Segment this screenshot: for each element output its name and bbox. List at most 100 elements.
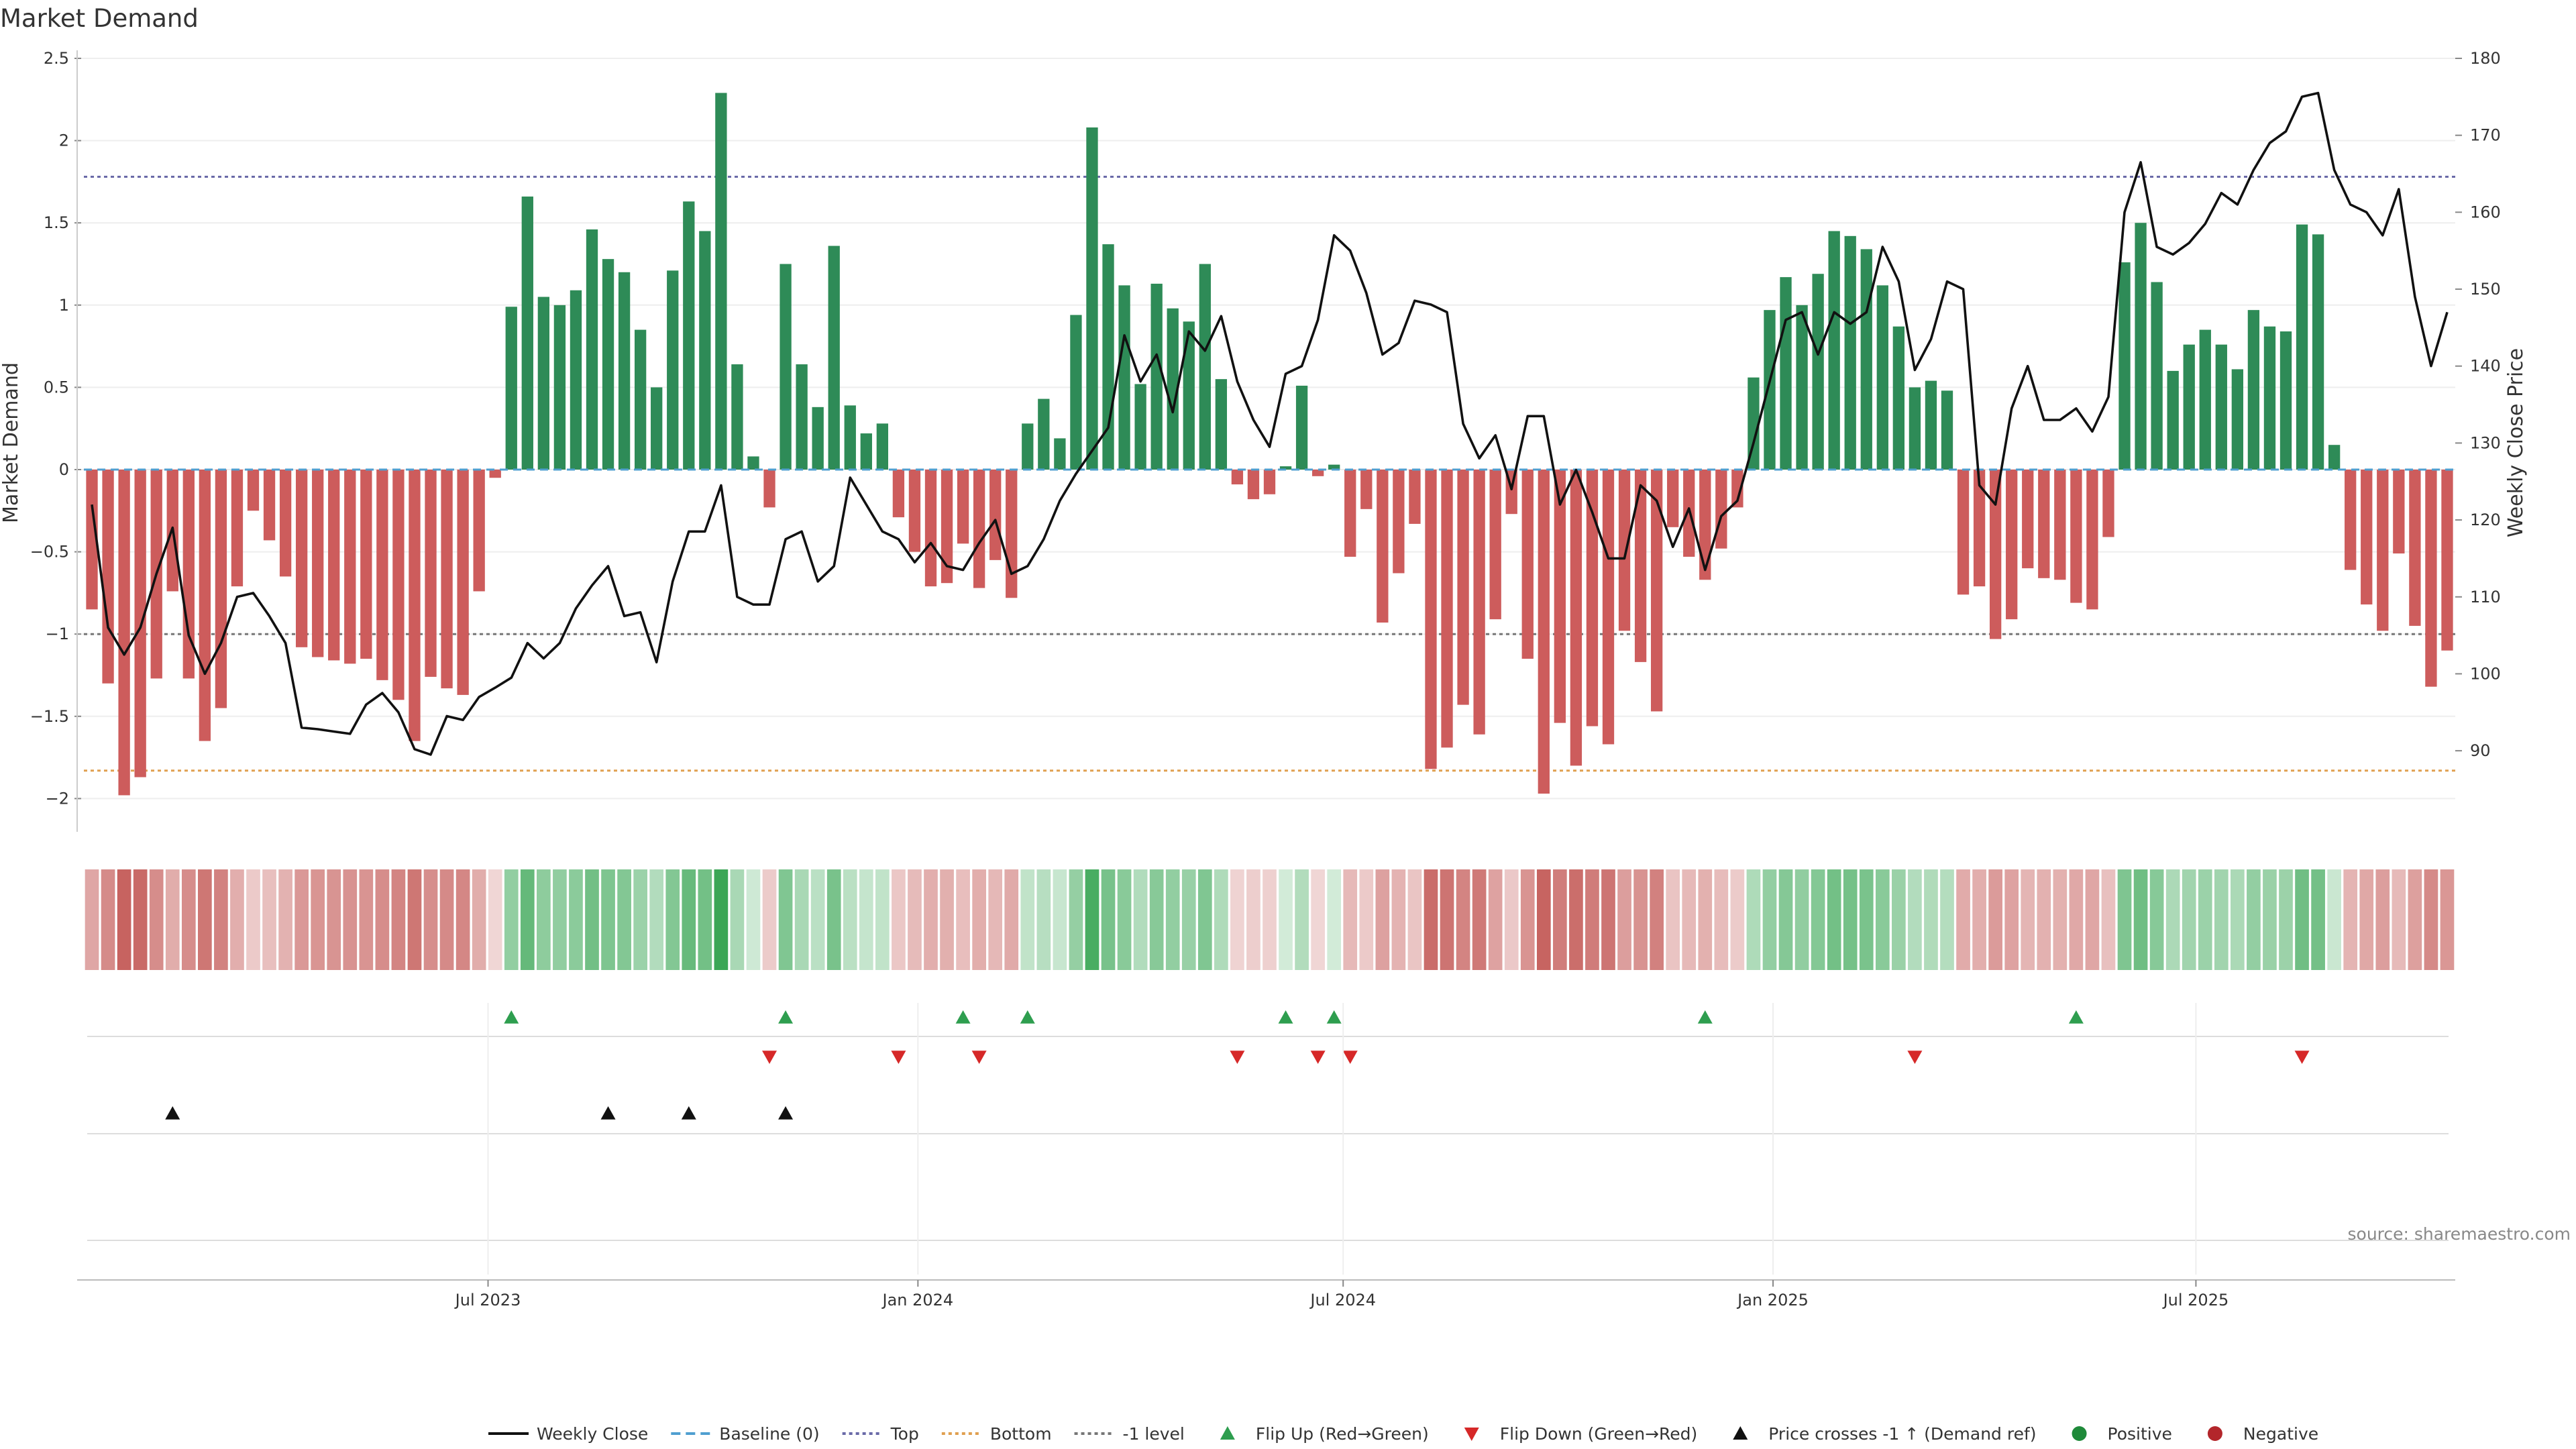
- heat-cell: [714, 869, 729, 970]
- legend-item: Positive: [2072, 1424, 2172, 1444]
- heat-cell: [1601, 869, 1615, 970]
- demand-bar: [2231, 369, 2244, 470]
- demand-bar: [360, 470, 372, 659]
- demand-bar: [1715, 470, 1727, 549]
- heat-cell: [569, 869, 583, 970]
- heat-cell: [1536, 869, 1551, 970]
- heat-cell: [472, 869, 486, 970]
- demand-bar: [924, 470, 937, 587]
- demand-bar: [570, 290, 582, 470]
- y-axis-right: 180 170 160 150 140 130 120 110 100 90: [2455, 49, 2501, 760]
- demand-bar: [2183, 344, 2195, 470]
- flip-up-marker: [504, 1010, 519, 1024]
- demand-bar: [521, 196, 533, 470]
- heat-cell: [1246, 869, 1260, 970]
- heat-cell: [149, 869, 164, 970]
- demand-bar: [553, 305, 566, 470]
- demand-bar: [1167, 308, 1179, 470]
- legend-swatch: [1220, 1426, 1235, 1440]
- heat-cell: [246, 869, 260, 970]
- heat-cell: [1940, 869, 1954, 970]
- legend-item: Weekly Close: [488, 1424, 648, 1444]
- flip-up-marker: [1020, 1010, 1035, 1024]
- demand-bar: [182, 470, 195, 679]
- demand-bar: [537, 297, 550, 470]
- flip-up-marker: [1278, 1010, 1293, 1024]
- y-tick-label: 0: [59, 460, 69, 479]
- y2-tick-label: 170: [2470, 126, 2501, 145]
- demand-bar: [1538, 470, 1550, 794]
- x-tick-label: Jan 2024: [881, 1291, 953, 1309]
- heat-cell: [649, 869, 664, 970]
- demand-bar: [473, 470, 485, 592]
- legend-swatch: [1464, 1428, 1479, 1441]
- heat-cell: [746, 869, 761, 970]
- demand-bar: [1393, 470, 1405, 574]
- legend-label: Baseline (0): [719, 1424, 819, 1444]
- demand-bar: [489, 470, 501, 478]
- demand-bar: [2215, 344, 2227, 470]
- heat-cell: [423, 869, 438, 970]
- heat-cell: [2101, 869, 2116, 970]
- chart-title: Market Demand: [0, 4, 199, 33]
- heat-cell: [439, 869, 454, 970]
- demand-bar: [651, 387, 663, 470]
- heat-cell: [1311, 869, 1325, 970]
- heat-cell: [1440, 869, 1454, 970]
- demand-bar: [1699, 470, 1711, 580]
- demand-bar: [1457, 470, 1469, 705]
- demand-bar: [1409, 470, 1421, 524]
- demand-bar: [1263, 470, 1276, 494]
- demand-bar: [2409, 470, 2421, 626]
- demand-bar: [1038, 398, 1050, 470]
- heat-cell: [2165, 869, 2180, 970]
- demand-bar: [1989, 470, 2002, 639]
- heat-cell: [2311, 869, 2325, 970]
- demand-bar: [247, 470, 260, 511]
- heat-cell: [1036, 869, 1051, 970]
- x-axis: Jul 2023 Jan 2024 Jul 2024 Jan 2025 Jul 2025: [77, 1003, 2455, 1309]
- heat-cell: [617, 869, 631, 970]
- flip-up-marker: [2068, 1010, 2084, 1024]
- heat-cell: [2279, 869, 2293, 970]
- heat-cell: [2231, 869, 2245, 970]
- heat-cell: [698, 869, 712, 970]
- weekly-close-line: [91, 91, 2449, 756]
- legend-label: Price crosses -1 ↑ (Demand ref): [1768, 1424, 2036, 1444]
- heat-cell: [924, 869, 938, 970]
- demand-bar: [1764, 310, 1776, 470]
- heat-cell: [1892, 869, 1906, 970]
- heat-cell: [2343, 869, 2358, 970]
- demand-bar: [941, 470, 953, 584]
- demand-bar: [1941, 390, 1953, 470]
- demand-bar: [1134, 384, 1146, 470]
- demand-bar: [2022, 470, 2034, 569]
- demand-bar: [731, 364, 743, 470]
- heat-cell: [1214, 869, 1228, 970]
- heat-cell: [2295, 869, 2309, 970]
- demand-bar: [908, 470, 921, 552]
- heat-cell: [1407, 869, 1422, 970]
- heat-cell: [794, 869, 809, 970]
- demand-bar: [763, 470, 775, 508]
- legend-label: Top: [890, 1424, 919, 1444]
- legend-item: -1 level: [1074, 1424, 1185, 1444]
- heat-cell: [1472, 869, 1487, 970]
- heat-cell: [2263, 869, 2277, 970]
- heat-cell: [988, 869, 1003, 970]
- demand-bar: [1006, 470, 1018, 598]
- heat-cell: [327, 869, 341, 970]
- heat-cell: [1295, 869, 1309, 970]
- demand-bar: [1909, 387, 1921, 470]
- demand-bar: [231, 470, 244, 587]
- heat-cell: [778, 869, 793, 970]
- demand-bar: [1441, 470, 1453, 748]
- heat-cell: [1181, 869, 1196, 970]
- demand-bar: [2345, 470, 2357, 570]
- demand-bar: [683, 201, 695, 470]
- legend-item: Bottom: [941, 1424, 1052, 1444]
- y2-tick-label: 180: [2470, 49, 2501, 68]
- heat-cell: [1391, 869, 1406, 970]
- heat-cell: [1197, 869, 1212, 970]
- demand-bar: [2102, 470, 2114, 537]
